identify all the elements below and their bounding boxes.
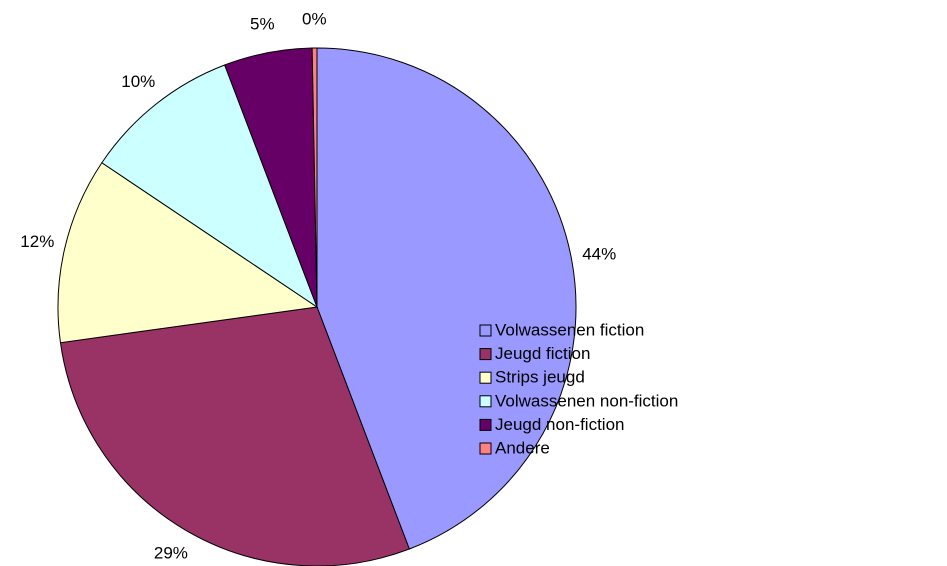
data-label: 5%	[250, 15, 275, 34]
data-label: 29%	[154, 544, 188, 563]
legend-swatch	[479, 395, 492, 408]
pie-slice	[101, 64, 319, 309]
legend-label: Volwassenen non-fiction	[495, 391, 678, 410]
legend-label: Volwassenen fiction	[495, 320, 644, 339]
legend-swatch	[479, 442, 492, 455]
legend-label: Jeugd fiction	[495, 344, 590, 363]
legend-swatch	[479, 348, 492, 361]
pie-slice	[57, 162, 319, 344]
legend-label: Jeugd non-fiction	[495, 415, 624, 434]
data-label: 12%	[20, 232, 54, 251]
data-label: 10%	[121, 72, 155, 91]
legend-swatch	[479, 324, 492, 337]
pie-slice	[316, 47, 577, 550]
legend-swatch	[479, 418, 492, 431]
data-label: 44%	[582, 244, 616, 263]
legend-label: Andere	[495, 438, 550, 457]
legend-swatch	[479, 371, 492, 384]
pie-slice	[59, 306, 410, 566]
legend-label: Strips jeugd	[495, 368, 585, 387]
pie-slice	[311, 47, 318, 308]
data-label: 0%	[302, 9, 327, 28]
